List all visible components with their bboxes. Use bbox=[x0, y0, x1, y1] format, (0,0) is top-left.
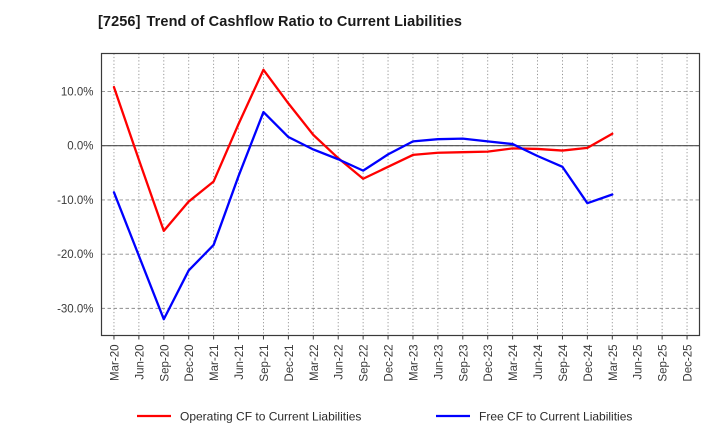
x-tick-label: Dec-21 bbox=[284, 345, 296, 382]
y-tick-label: 10.0% bbox=[61, 86, 94, 98]
y-tick-label: -30.0% bbox=[57, 303, 93, 315]
x-tick-label: Jun-22 bbox=[334, 345, 346, 380]
legend-label-operating_cf: Operating CF to Current Liabilities bbox=[180, 410, 361, 424]
x-tick-label: Jun-25 bbox=[633, 345, 645, 380]
series-lines bbox=[112, 68, 614, 321]
x-tick-label: Jun-21 bbox=[234, 345, 246, 380]
x-tick-label: Dec-25 bbox=[683, 345, 695, 382]
x-tick-label: Mar-24 bbox=[508, 344, 520, 381]
x-tick-label: Sep-21 bbox=[259, 345, 271, 382]
series-line-operating-cf bbox=[112, 68, 614, 232]
plot-frame bbox=[100, 52, 701, 337]
x-axis-tick-labels: Mar-20 Jun-20 Sep-20 Dec-20 Mar-21 Jun-21 Sep-… bbox=[109, 344, 694, 382]
x-tick-label: Dec-23 bbox=[483, 345, 495, 382]
x-tick-label: Sep-24 bbox=[558, 344, 570, 382]
y-axis-tick-labels: 10.0% 0.0% -10.0% -20.0% -30.0% bbox=[57, 86, 93, 315]
x-axis-ticks bbox=[113, 335, 688, 340]
x-tick-label: Mar-22 bbox=[309, 345, 321, 381]
chart-title-code: [7256] bbox=[98, 14, 141, 30]
legend-label-free_cf: Free CF to Current Liabilities bbox=[479, 410, 632, 424]
x-tick-label: Mar-23 bbox=[408, 345, 420, 381]
x-tick-label: Dec-22 bbox=[384, 345, 396, 382]
x-gridlines bbox=[113, 53, 688, 336]
x-tick-label: Dec-24 bbox=[583, 344, 595, 382]
y-tick-label: -20.0% bbox=[57, 249, 93, 261]
x-tick-label: Jun-20 bbox=[134, 345, 146, 380]
x-tick-label: Jun-24 bbox=[533, 344, 545, 380]
x-tick-label: Sep-25 bbox=[658, 345, 670, 382]
x-tick-label: Dec-20 bbox=[184, 345, 196, 382]
y-tick-label: -10.0% bbox=[57, 195, 93, 207]
x-tick-label: Sep-20 bbox=[159, 345, 171, 382]
x-tick-label: Mar-21 bbox=[209, 345, 221, 381]
chart-legend: Operating CF to Current Liabilities Free … bbox=[137, 410, 632, 424]
x-tick-label: Sep-23 bbox=[458, 345, 470, 382]
y-tick-label: 0.0% bbox=[67, 141, 93, 153]
x-tick-label: Sep-22 bbox=[359, 345, 371, 382]
chart-title-text: Trend of Cashflow Ratio to Current Liabi… bbox=[146, 14, 463, 30]
chart-title: [7256] Trend of Cashflow Ratio to Current… bbox=[98, 14, 462, 30]
series-line-free-cf bbox=[112, 110, 614, 321]
x-tick-label: Mar-25 bbox=[608, 345, 620, 381]
x-tick-label: Mar-20 bbox=[109, 345, 121, 381]
x-tick-label: Jun-23 bbox=[433, 345, 445, 380]
